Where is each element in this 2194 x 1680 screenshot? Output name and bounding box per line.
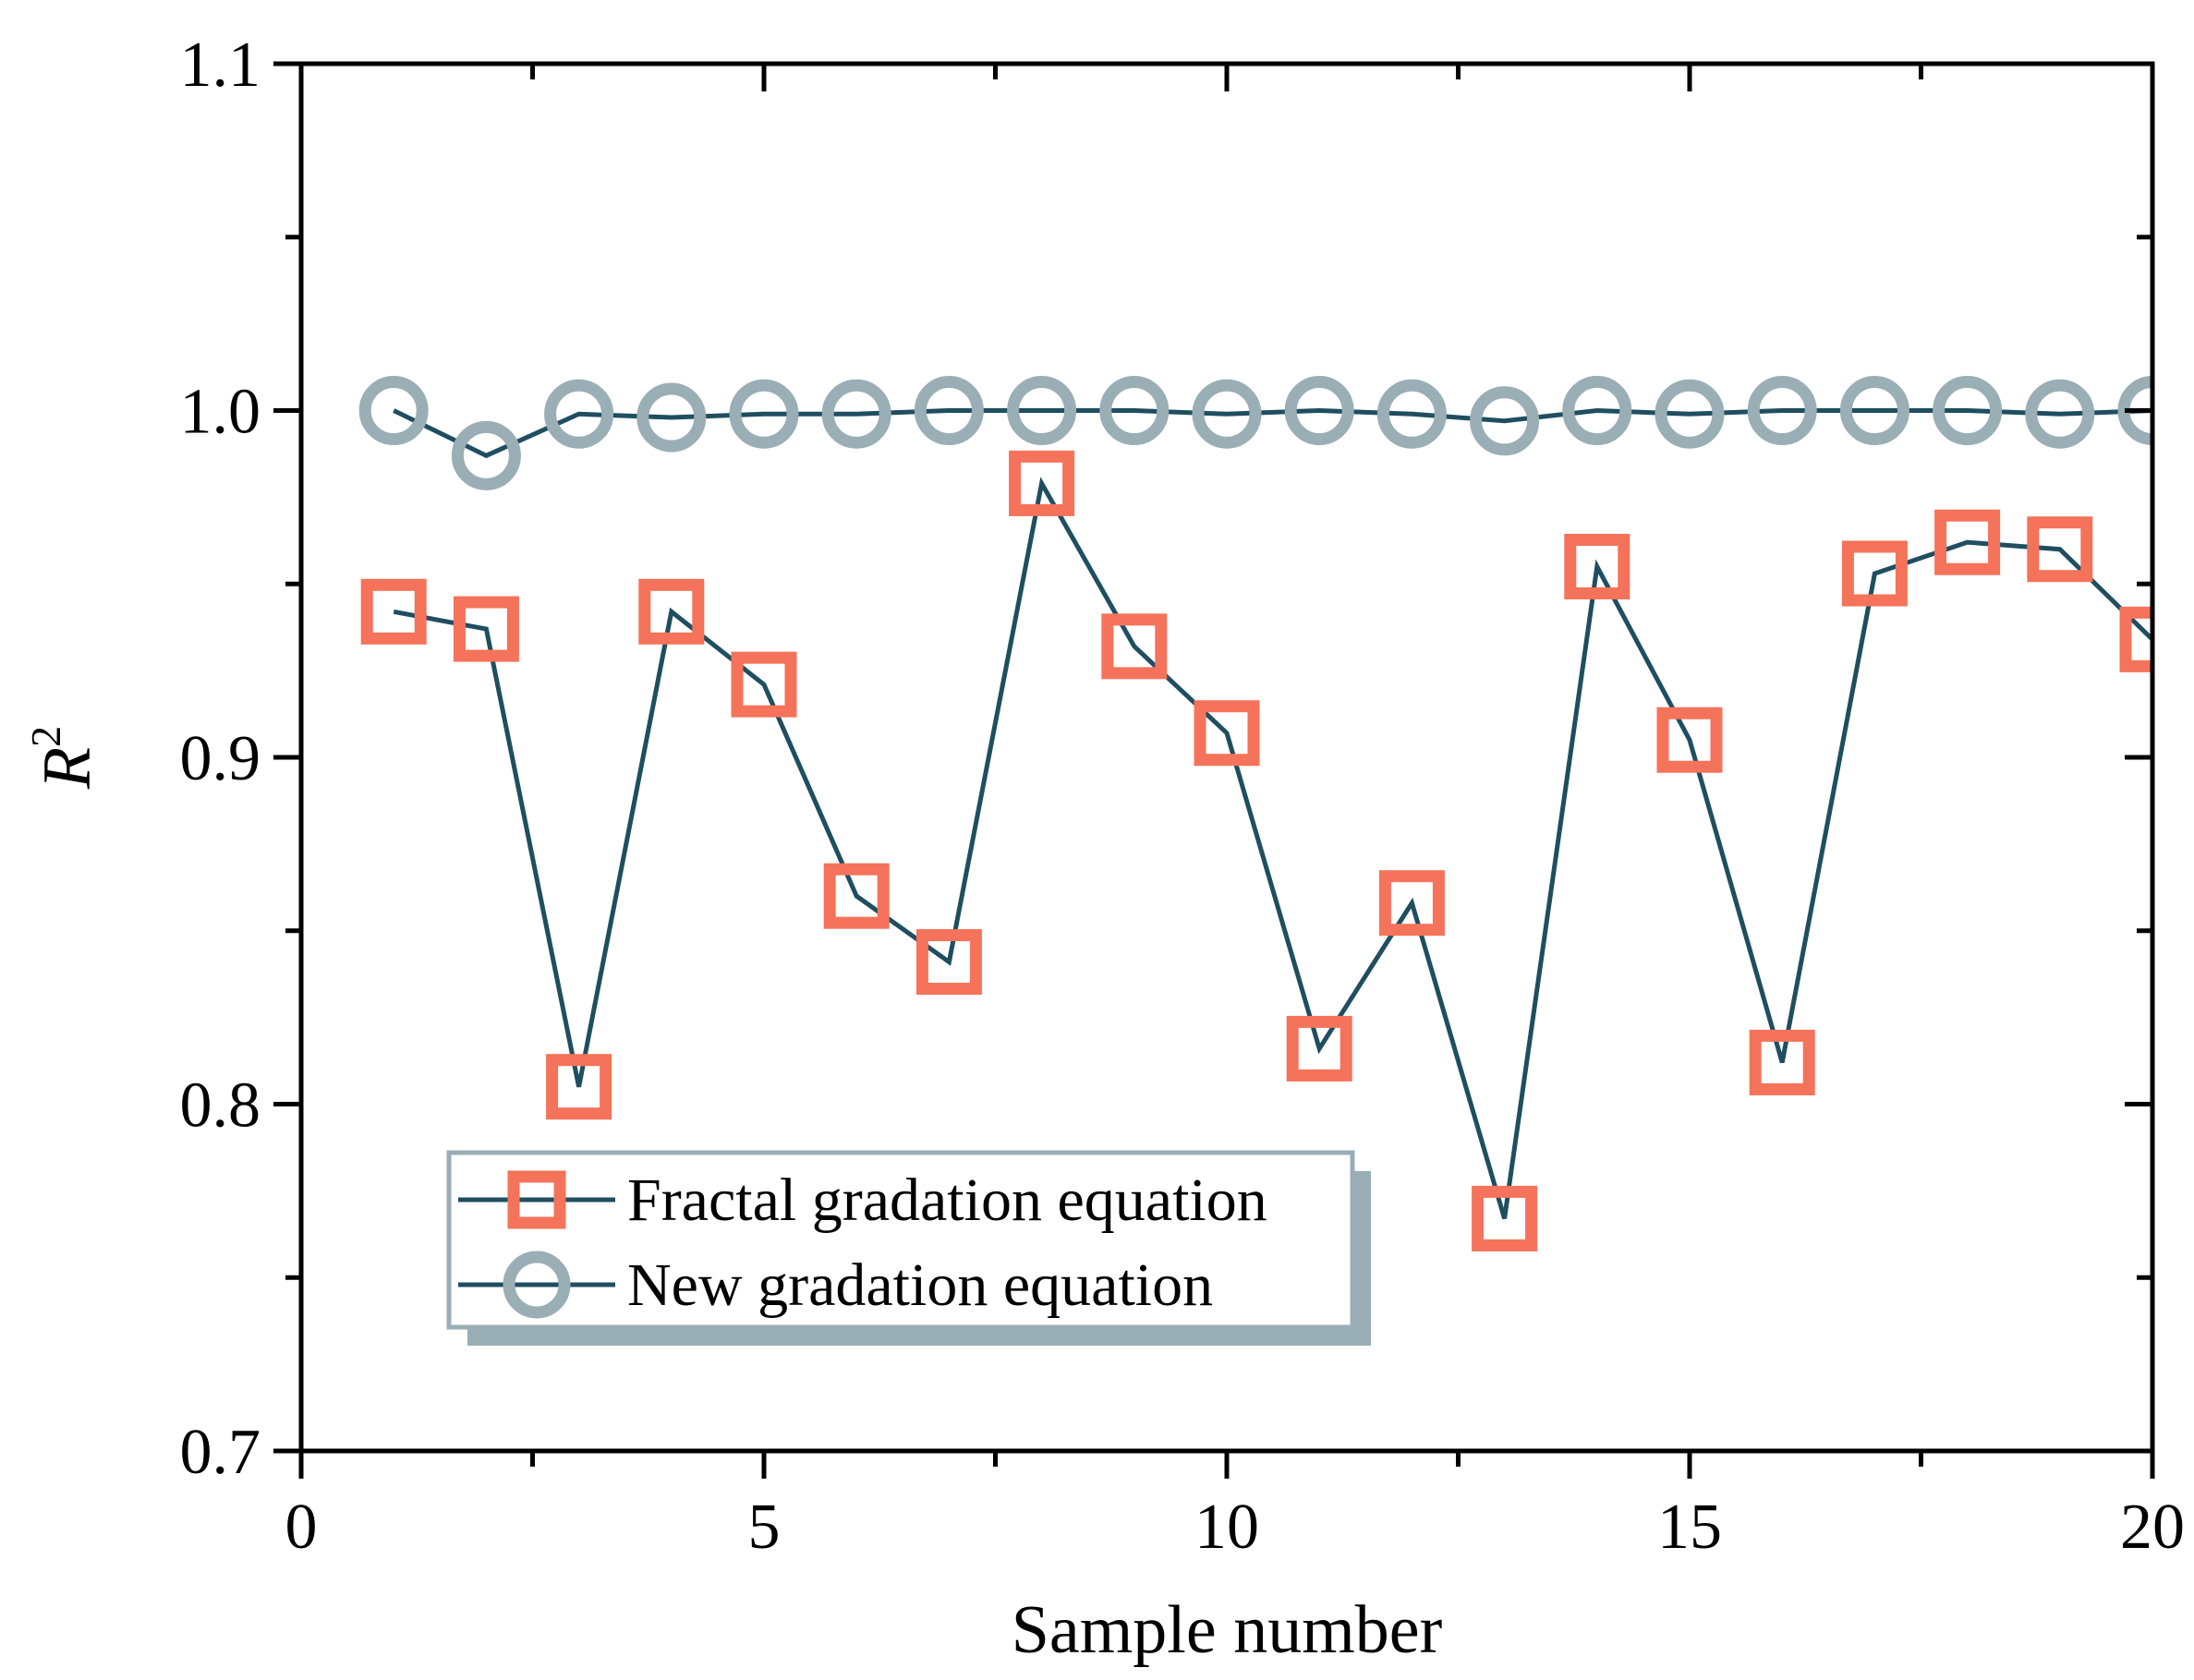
data-point-fractal	[1934, 509, 2001, 575]
y-tick-label: 0.9	[180, 723, 261, 794]
y-axis-title: R2	[22, 726, 105, 790]
data-point-new	[451, 420, 521, 490]
series-new	[358, 376, 2152, 490]
data-point-new	[1007, 376, 1077, 445]
data-point-new	[914, 376, 984, 445]
data-point-new	[544, 379, 614, 449]
x-tick-label: 10	[1194, 1492, 1259, 1563]
data-point-new	[1470, 386, 1540, 456]
data-point-fractal	[546, 1054, 612, 1120]
data-point-fractal	[2119, 606, 2152, 672]
data-point-fractal	[638, 578, 705, 645]
series-layer	[358, 376, 2152, 1251]
data-point-fractal	[915, 929, 982, 996]
data-point-fractal	[1656, 707, 1723, 773]
data-point-fractal	[1749, 1029, 1815, 1095]
data-point-new	[2025, 379, 2095, 449]
series-line-new	[393, 407, 2152, 459]
data-point-fractal	[1472, 1185, 1538, 1251]
series-fractal	[360, 450, 2152, 1251]
data-point-new	[1562, 376, 1632, 445]
y-tick-label: 1.1	[180, 30, 261, 101]
legend-marker-fractal	[507, 1170, 566, 1229]
y-tick-label: 0.7	[180, 1417, 261, 1488]
legend-label-new: New gradation equation	[627, 1251, 1213, 1319]
data-point-fractal	[1564, 533, 1630, 599]
data-point-new	[2117, 376, 2152, 445]
ticks-layer: 0 5 10 15 20 0.7 0.8 0.9 1.0 1.1	[180, 30, 2186, 1563]
data-point-new	[1933, 376, 2003, 445]
series-line-fractal	[393, 477, 2152, 1220]
legend-marker-new	[503, 1251, 571, 1319]
data-point-fractal	[1378, 870, 1445, 937]
data-point-fractal	[731, 651, 797, 718]
x-tick-label: 5	[748, 1492, 781, 1563]
data-point-fractal	[1841, 540, 1908, 607]
data-point-fractal	[1194, 700, 1260, 767]
data-point-fractal	[360, 578, 427, 645]
x-tick-label: 0	[285, 1492, 318, 1563]
data-point-fractal	[1286, 1015, 1352, 1082]
data-point-fractal	[2027, 516, 2093, 583]
data-point-new	[1284, 376, 1354, 445]
data-point-new	[636, 382, 707, 453]
y-axis-title-base: R	[30, 747, 105, 790]
data-point-new	[821, 379, 891, 449]
data-point-fractal	[1101, 613, 1168, 680]
data-point-new	[1192, 379, 1262, 449]
data-point-new	[1099, 376, 1170, 445]
data-point-new	[1655, 379, 1725, 449]
y-tick-label: 0.8	[180, 1070, 261, 1142]
legend-box	[446, 1150, 1355, 1330]
data-point-new	[1747, 376, 1817, 445]
data-point-new	[729, 379, 799, 449]
data-point-fractal	[823, 863, 890, 929]
x-tick-label: 15	[1657, 1492, 1722, 1563]
legend-label-fractal: Fractal gradation equation	[627, 1166, 1267, 1234]
legend: Fractal gradation equation New gradation…	[446, 1150, 1371, 1346]
data-point-new	[1376, 379, 1447, 449]
y-axis-title-superscript: 2	[22, 726, 69, 747]
data-point-fractal	[1009, 450, 1075, 516]
x-tick-label: 20	[2120, 1492, 2185, 1563]
x-axis-title: Sample number	[1012, 1592, 1443, 1668]
data-point-fractal	[453, 596, 519, 662]
y-tick-label: 1.0	[180, 377, 261, 448]
data-point-new	[1839, 376, 1909, 445]
data-point-new	[358, 376, 429, 445]
